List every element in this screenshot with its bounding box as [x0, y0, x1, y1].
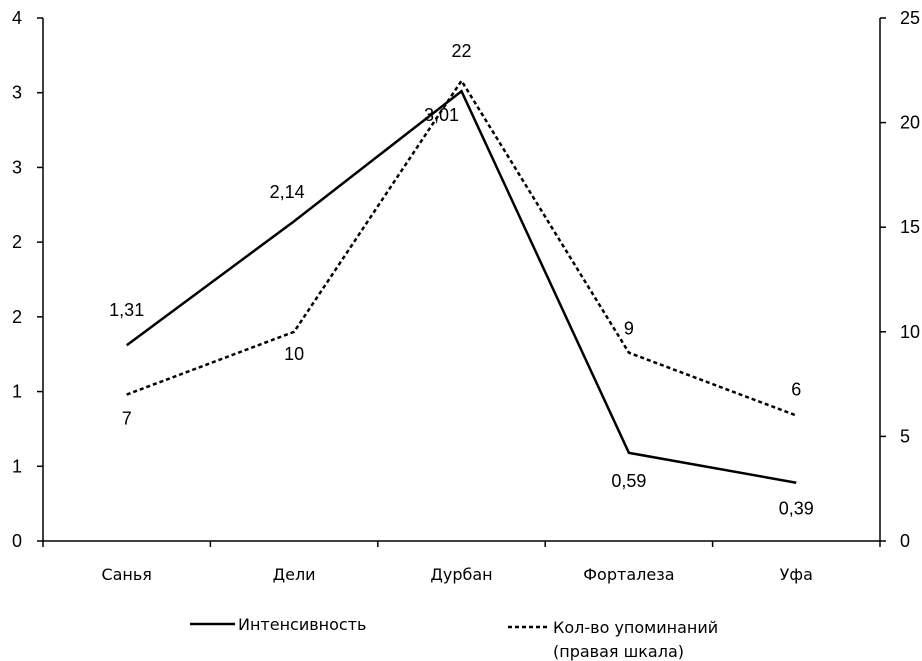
data-label-intensity: 1,31: [109, 300, 144, 320]
left-axis-tick-label: 4: [12, 8, 22, 28]
left-axis-tick-label: 2: [12, 232, 22, 252]
right-axis-tick-label: 0: [900, 531, 910, 551]
right-axis-tick-label: 10: [900, 322, 920, 342]
left-axis-tick-label: 0: [12, 531, 22, 551]
series-layer: [125, 78, 797, 484]
left-axis-tick-label: 1: [12, 456, 22, 476]
x-axis-category-label: Дурбан: [430, 565, 492, 584]
legend: Интенсивность Кол-во упоминаний (правая …: [190, 615, 718, 661]
data-label-mentions: 6: [791, 379, 801, 399]
series-line-mentions: [126, 78, 797, 417]
data-label-intensity: 2,14: [270, 182, 305, 202]
data-label-mentions: 9: [624, 319, 634, 339]
left-axis-tick-label: 1: [12, 382, 22, 402]
left-axis-tick-label: 2: [12, 307, 22, 327]
x-axis-category-label: Санья: [101, 565, 152, 584]
right-axis-tick-label: 20: [900, 113, 920, 133]
left-axis-tick-label: 3: [12, 83, 22, 103]
left-axis-tick-label: 3: [12, 157, 22, 177]
right-axis-tick-label: 25: [900, 8, 920, 28]
right-axis-tick-label: 15: [900, 217, 920, 237]
data-label-intensity: 0,59: [611, 471, 646, 491]
x-axis-category-label: Уфа: [780, 565, 813, 584]
x-axis-category-label: Дели: [273, 565, 316, 584]
data-label-intensity: 3,01: [424, 105, 459, 125]
right-axis-tick-label: 5: [900, 426, 910, 446]
data-label-mentions: 22: [451, 41, 471, 61]
x-axis-category-label: Форталеза: [583, 565, 674, 584]
legend-label-mentions-note: (правая шкала): [553, 642, 684, 661]
series-line-intensity: [125, 89, 797, 484]
data-labels: 1,31 2,14 3,01 0,59 0,39 7 10 22 9 6: [109, 41, 814, 519]
legend-label-intensity: Интенсивность: [238, 615, 366, 634]
legend-label-mentions: Кол-во упоминаний: [553, 618, 718, 637]
data-label-intensity: 0,39: [779, 499, 814, 519]
data-label-mentions: 7: [122, 409, 132, 429]
data-label-mentions: 10: [284, 344, 304, 364]
